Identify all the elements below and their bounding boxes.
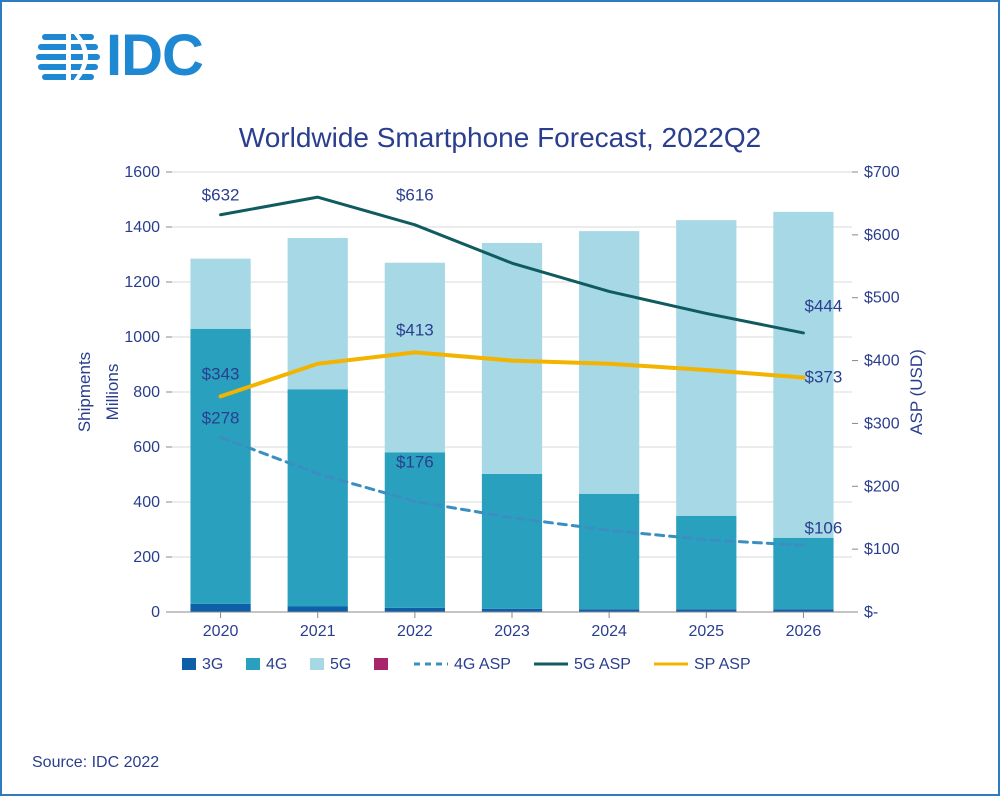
svg-text:2024: 2024 <box>591 623 627 640</box>
svg-text:3G: 3G <box>202 656 223 673</box>
svg-text:$632: $632 <box>202 185 240 204</box>
svg-text:$200: $200 <box>864 478 900 495</box>
svg-text:2023: 2023 <box>494 623 530 640</box>
svg-text:400: 400 <box>133 494 160 511</box>
svg-text:$444: $444 <box>805 297 843 316</box>
svg-text:$100: $100 <box>864 541 900 558</box>
svg-text:2026: 2026 <box>786 623 822 640</box>
svg-text:$616: $616 <box>396 185 434 204</box>
svg-text:600: 600 <box>133 439 160 456</box>
svg-text:4G: 4G <box>266 656 287 673</box>
svg-text:Shipments: Shipments <box>75 352 94 432</box>
idc-logo: IDC <box>36 22 203 89</box>
svg-text:SP ASP: SP ASP <box>694 656 751 673</box>
svg-text:$600: $600 <box>864 227 900 244</box>
svg-text:2025: 2025 <box>688 623 724 640</box>
svg-text:0: 0 <box>151 604 160 621</box>
svg-text:$413: $413 <box>396 320 434 339</box>
svg-text:$700: $700 <box>864 164 900 181</box>
svg-text:2022: 2022 <box>397 623 433 640</box>
svg-text:ASP (USD): ASP (USD) <box>907 349 926 435</box>
chart-frame: IDC Worldwide Smartphone Forecast, 2022Q… <box>0 0 1000 796</box>
idc-logo-text: IDC <box>106 22 203 89</box>
svg-text:$-: $- <box>864 604 878 621</box>
svg-text:1000: 1000 <box>124 329 160 346</box>
svg-text:$278: $278 <box>202 408 240 427</box>
svg-text:2020: 2020 <box>203 623 239 640</box>
svg-text:$373: $373 <box>805 368 843 387</box>
svg-text:1600: 1600 <box>124 164 160 181</box>
chart-title: Worldwide Smartphone Forecast, 2022Q2 <box>2 122 998 154</box>
svg-text:800: 800 <box>133 384 160 401</box>
svg-text:$400: $400 <box>864 353 900 370</box>
svg-text:200: 200 <box>133 549 160 566</box>
svg-text:4G ASP: 4G ASP <box>454 656 511 673</box>
svg-text:1400: 1400 <box>124 219 160 236</box>
svg-text:5G ASP: 5G ASP <box>574 656 631 673</box>
svg-text:$176: $176 <box>396 452 434 471</box>
svg-text:2021: 2021 <box>300 623 336 640</box>
svg-text:1200: 1200 <box>124 274 160 291</box>
forecast-chart: 0 200 400 600 800 1000 1200 1400 1600 $- $100 $200 $… <box>62 162 942 722</box>
svg-text:$300: $300 <box>864 415 900 432</box>
svg-text:$343: $343 <box>202 364 240 383</box>
source-attribution: Source: IDC 2022 <box>32 754 159 772</box>
svg-text:Millions: Millions <box>103 364 122 421</box>
svg-text:$500: $500 <box>864 290 900 307</box>
svg-text:5G: 5G <box>330 656 351 673</box>
svg-text:$106: $106 <box>805 518 843 537</box>
idc-globe-icon <box>36 24 100 88</box>
